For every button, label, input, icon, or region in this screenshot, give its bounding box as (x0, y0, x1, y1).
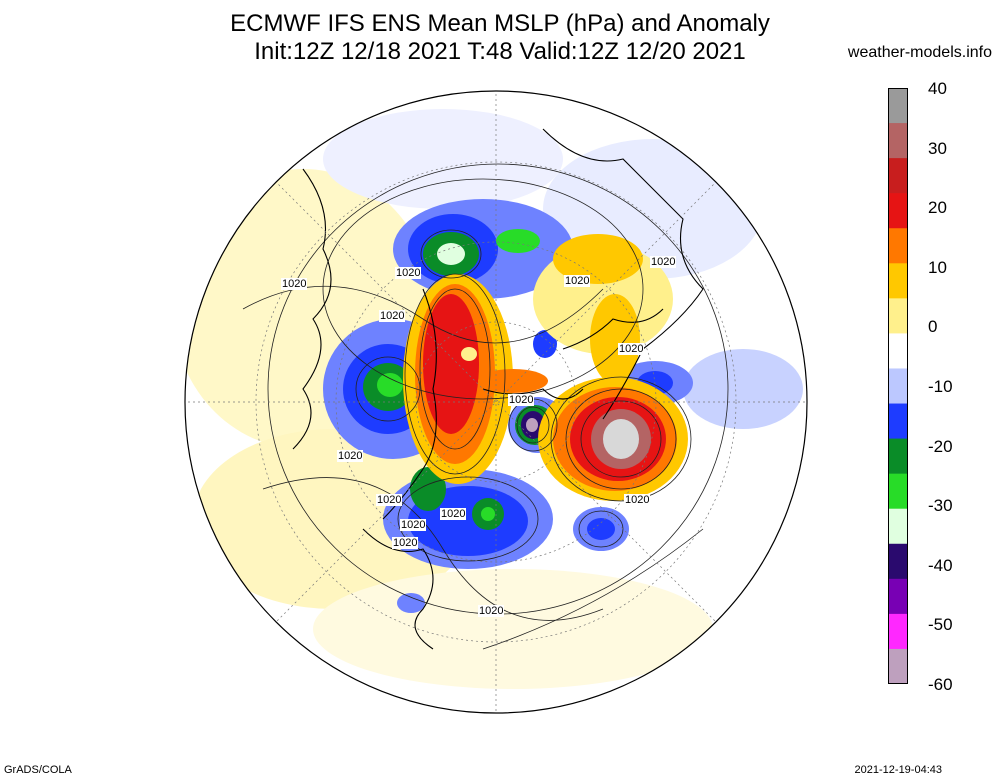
colorbar-segment (888, 613, 908, 650)
anomaly-high-northeast-mid (553, 234, 643, 284)
footer-software: GrADS/COLA (4, 764, 72, 776)
contour-label: 1020 (376, 494, 403, 506)
colorbar-segment (888, 88, 908, 124)
coastlines (292, 128, 704, 650)
colorbar-segment (888, 228, 908, 264)
contour-label: 1020 (395, 267, 422, 279)
anomaly-high-east-yellow (590, 294, 640, 384)
map-boundary (184, 90, 808, 714)
anomaly-low-south-core (481, 507, 495, 521)
anomaly-low-centre-small (533, 330, 557, 358)
colorbar-segment (888, 158, 908, 194)
colorbar-tick-label: -40 (928, 555, 953, 575)
colorbar-segment (888, 648, 908, 684)
colorbar-segment (888, 403, 908, 440)
contour-label: 1020 (618, 343, 645, 355)
anomaly-region-blue-east (683, 349, 803, 429)
colorbar-segment (888, 263, 908, 299)
colorbar-tick-label: 10 (928, 257, 947, 277)
colorbar-segment (888, 368, 908, 405)
anomaly-low-south-small (397, 593, 425, 613)
contour-label: 1020 (650, 256, 677, 268)
colorbar-segment (888, 438, 908, 475)
colorbar-segment (888, 123, 908, 159)
contour-label: 1020 (337, 450, 364, 462)
chart-subtitle: Init:12Z 12/18 2021 T:48 Valid:12Z 12/20… (254, 38, 746, 65)
contour-label: 1020 (392, 537, 419, 549)
anomaly-high-bridge (478, 369, 548, 393)
contour-label: 1020 (508, 394, 535, 406)
contour-label: 1020 (379, 310, 406, 322)
colorbar-segment (888, 298, 908, 334)
anomaly-region-pale-yellow-southwest (193, 429, 473, 609)
chart-title: ECMWF IFS ENS Mean MSLP (hPa) and Anomal… (230, 10, 770, 37)
anomaly-high-east-core (603, 419, 639, 459)
colorbar-tick-label: -60 (928, 675, 953, 694)
site-credit: weather-models.info (847, 44, 992, 61)
colorbar-segment (888, 473, 908, 510)
contour-label: 1020 (478, 605, 505, 617)
colorbar-tick-label: -20 (928, 436, 953, 456)
contour-label: 1020 (440, 508, 467, 520)
anomaly-low-central-core (526, 418, 538, 432)
contour-label: 1020 (624, 494, 651, 506)
anomaly-high-central-inner (423, 294, 479, 434)
anomaly-low-south-green-west (410, 467, 446, 511)
contour-label: 1020 (400, 519, 427, 531)
anomaly-high-central-core (461, 347, 477, 361)
colorbar-tick-label: 0 (928, 317, 938, 337)
anomaly-low-southeast-core (587, 518, 615, 540)
polar-map: 1020 1020 1020 1020 1020 1020 1020 1020 … (183, 89, 809, 715)
contour-label: 1020 (564, 275, 591, 287)
colorbar-segment (888, 333, 908, 369)
colorbar-tick-label: 30 (928, 138, 947, 158)
colorbar-tick-label: -10 (928, 377, 953, 396)
colorbar-segment (888, 193, 908, 229)
map-svg (184, 90, 808, 714)
colorbar-segment (888, 578, 908, 615)
colorbar (888, 88, 908, 684)
footer-timestamp: 2021-12-19-04:43 (854, 764, 942, 776)
colorbar-segment (888, 543, 908, 580)
anomaly-low-north-east-core (496, 229, 540, 253)
contour-label: 1020 (281, 278, 308, 290)
isobar-contours (242, 163, 729, 650)
colorbar-segment (888, 508, 908, 545)
anomaly-region-pale-blue-top (323, 109, 563, 209)
colorbar-tick-label: 20 (928, 198, 947, 218)
anomaly-low-north-core (437, 243, 465, 265)
colorbar-tick-label: -30 (928, 496, 953, 516)
anomaly-low-west-core (377, 373, 403, 397)
colorbar-labels: 40 30 20 10 0 -10 -20 -30 -40 -50 -60 (916, 0, 986, 779)
colorbar-tick-label: 40 (928, 79, 947, 98)
colorbar-tick-label: -50 (928, 615, 953, 635)
